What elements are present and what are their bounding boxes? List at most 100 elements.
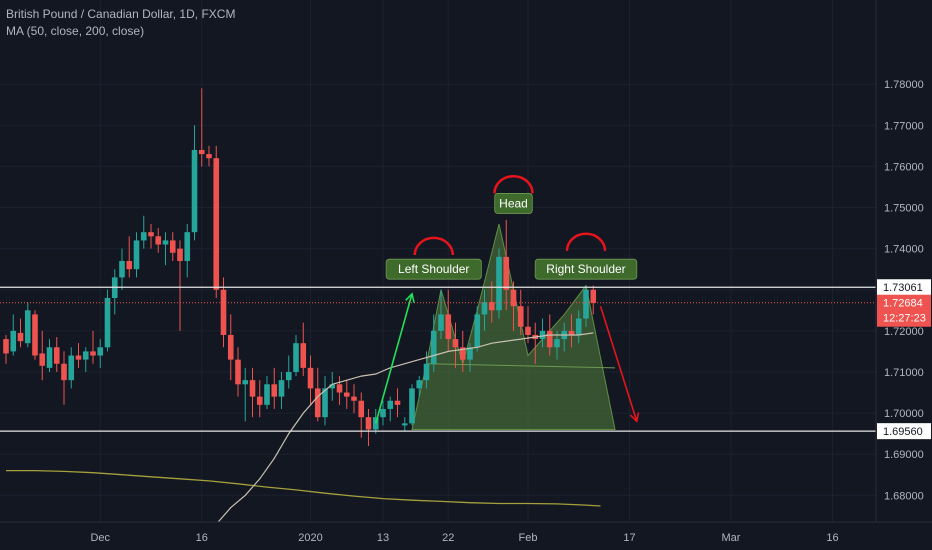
ma50-line (215, 332, 594, 525)
time-tick-label: 17 (623, 532, 635, 544)
pattern-annotations: Left Shoulder Head Right Shoulder (374, 175, 640, 424)
time-tick-label: Dec (90, 532, 110, 544)
pattern-label: Head (494, 193, 533, 214)
candle (394, 388, 401, 418)
candle-body (539, 330, 546, 340)
candle-body (590, 289, 597, 303)
candle-body (68, 355, 75, 381)
candle-body (133, 240, 140, 270)
candle-body (119, 260, 125, 278)
price-tick-label: 1.68000 (884, 490, 924, 502)
candle (148, 223, 154, 249)
candle (198, 88, 205, 167)
symbol-title: British Pound / Canadian Dollar, 1D, FXC… (6, 7, 236, 21)
hline-price-tag (877, 423, 931, 440)
candle (155, 228, 162, 253)
price-axis[interactable]: 1.68000 1.69000 1.70000 1.71000 1.72000 1.730… (875, 0, 932, 550)
time-tick-label: 2020 (298, 532, 322, 544)
price-tick-label: 1.75000 (884, 203, 924, 215)
candle-body (32, 314, 38, 356)
candle (554, 330, 560, 360)
candle-body (264, 384, 270, 405)
candle-body (3, 339, 9, 354)
candle (307, 355, 314, 405)
candle (68, 347, 75, 389)
candle-body (387, 400, 394, 409)
candle-body (148, 232, 154, 237)
candle (133, 232, 140, 278)
candle-body (438, 314, 444, 331)
price-tick-label: 1.77000 (884, 120, 924, 132)
up-arrow-head (405, 292, 415, 303)
candle (39, 330, 46, 381)
down-arrow-shaft (599, 305, 638, 422)
candle-body (249, 380, 256, 397)
candle-body (525, 326, 531, 335)
price-tick-label: 1.78000 (884, 79, 924, 91)
candle-body (278, 380, 285, 397)
candle (416, 376, 423, 397)
candle-body (271, 384, 278, 397)
candle-body (409, 388, 415, 424)
down-arrow (599, 305, 640, 423)
price-tick-label: 1.69000 (884, 449, 924, 461)
current-price-tag (877, 294, 931, 327)
price-tick-label: 1.71000 (884, 367, 924, 379)
candle-body (336, 384, 343, 393)
candle (503, 219, 510, 311)
candle-body (46, 347, 53, 368)
candle (271, 367, 278, 409)
candle-body (322, 388, 328, 418)
candle-body (220, 289, 227, 335)
candle-body (104, 297, 111, 348)
price-tick-label: 1.70000 (884, 408, 924, 420)
candle-body (488, 302, 495, 311)
pattern-label-box (385, 258, 482, 280)
candle (430, 314, 437, 372)
ma200-line (6, 469, 601, 507)
candle (575, 310, 582, 344)
candle (256, 380, 263, 418)
candle (293, 334, 299, 377)
candle-body (568, 330, 575, 335)
candle-body (459, 347, 466, 360)
candle (213, 145, 220, 298)
candle (32, 310, 38, 360)
candle (278, 371, 285, 409)
candle-body (191, 149, 198, 233)
candle (206, 145, 212, 167)
pattern-arc (493, 175, 534, 194)
candle (169, 232, 176, 261)
candle (75, 343, 82, 368)
candle-body (401, 423, 408, 426)
candle (177, 240, 183, 331)
candle-body (235, 359, 241, 385)
candle (162, 232, 169, 266)
candle-body (198, 149, 205, 155)
candle (82, 347, 89, 372)
candle-body (358, 400, 365, 418)
candle-body (206, 154, 212, 159)
down-arrow-head (629, 412, 640, 423)
time-tick-label: 16 (826, 532, 838, 544)
candle (452, 322, 459, 368)
candle-body (82, 351, 89, 360)
time-tick-label: Mar (722, 532, 741, 544)
grid (0, 0, 876, 522)
candle (496, 248, 502, 319)
time-axis[interactable]: Dec 16 2020 13 22 Feb 17 Mar 16 (0, 521, 932, 550)
candle (126, 236, 133, 278)
current-price-label: 1.72684 (883, 298, 923, 310)
candle-body (517, 306, 524, 327)
pattern-label: Right Shoulder (534, 258, 638, 280)
pattern-label-text: Right Shoulder (546, 262, 625, 276)
candle-body (10, 330, 17, 352)
candle (264, 376, 270, 409)
horizontal-lines[interactable] (0, 286, 876, 432)
price-tick-label: 1.72000 (884, 326, 924, 338)
candle-body (75, 355, 82, 360)
candle (285, 355, 292, 389)
candle (90, 330, 96, 364)
candle-body (554, 339, 560, 348)
